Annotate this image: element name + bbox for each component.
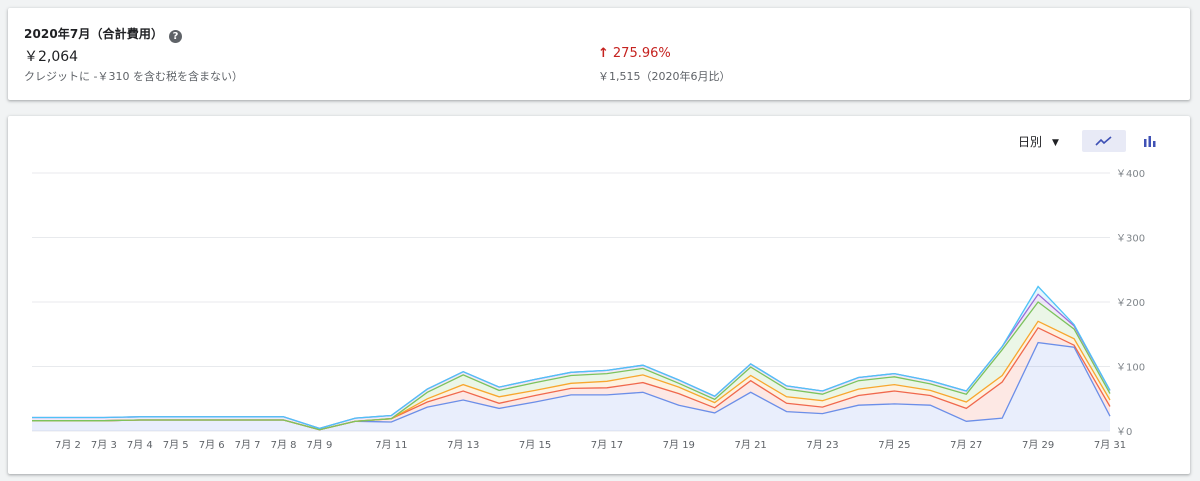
summary-title: 2020年7月（合計費用） <box>24 27 164 41</box>
x-tick-label: 7月 25 <box>878 439 910 451</box>
y-tick-label: ￥300 <box>1116 234 1145 245</box>
x-tick-label: 7月 5 <box>163 439 189 451</box>
x-tick-label: 7月 23 <box>806 439 838 451</box>
y-tick-label: ￥400 <box>1116 169 1145 180</box>
credit-note: クレジットに -￥310 を含む税を含まない） <box>24 70 243 83</box>
x-tick-label: 7月 15 <box>519 439 551 451</box>
summary-title-row: 2020年7月（合計費用）? <box>24 25 183 43</box>
help-icon[interactable]: ? <box>169 30 183 43</box>
series-line <box>32 301 1111 431</box>
caret-down-icon: ▼ <box>1052 138 1059 148</box>
x-tick-label: 7月 7 <box>235 439 261 451</box>
bar-chart-icon <box>1144 136 1156 147</box>
previous-period-compare: ￥1,515（2020年6月比） <box>598 70 731 83</box>
x-tick-label: 7月 4 <box>127 439 153 451</box>
line-chart-icon <box>1095 136 1112 146</box>
x-tick-label: 7月 11 <box>375 439 407 451</box>
change-percent-row: ↑ 275.96% <box>598 46 671 61</box>
bar-chart-button[interactable] <box>1136 130 1164 152</box>
x-tick-label: 7月 6 <box>199 439 225 451</box>
total-amount: ￥2,064 <box>24 49 79 65</box>
change-percent: 275.96% <box>612 46 671 61</box>
x-tick-label: 7月 9 <box>307 439 333 451</box>
x-tick-label: 7月 19 <box>663 439 695 451</box>
x-tick-label: 7月 17 <box>591 439 623 451</box>
series-area <box>32 327 1110 430</box>
x-tick-label: 7月 8 <box>271 439 297 451</box>
cost-summary-card: 2020年7月（合計費用）? ￥2,064 クレジットに -￥310 を含む税を… <box>8 8 1190 100</box>
x-tick-label: 7月 3 <box>91 439 117 451</box>
y-tick-label: ￥100 <box>1116 363 1145 374</box>
period-label: 日別 <box>1018 135 1043 149</box>
series-area <box>32 342 1110 431</box>
arrow-up-icon: ↑ <box>598 46 609 61</box>
period-dropdown[interactable]: 日別 ▼ <box>1018 133 1059 150</box>
series-line <box>32 285 1111 430</box>
line-chart-button[interactable] <box>1082 130 1126 152</box>
chart-card: 日別 ▼ ￥0 ￥100 ￥200 ￥300 ￥400 7月 2 7月 3 7月 4 7月 5 7月… <box>8 116 1190 474</box>
x-tick-label: 7月 13 <box>447 439 479 451</box>
cost-area-chart: ￥0 ￥100 ￥200 ￥300 ￥400 7月 2 7月 3 7月 4 7月 5 7月 6 7月… <box>32 169 1145 451</box>
x-tick-label: 7月 31 <box>1094 439 1126 451</box>
x-tick-label: 7月 2 <box>55 439 81 451</box>
x-tick-label: 7月 21 <box>735 439 767 451</box>
x-tick-label: 7月 29 <box>1022 439 1054 451</box>
y-tick-label: ￥0 <box>1116 427 1132 438</box>
x-tick-label: 7月 27 <box>950 439 982 451</box>
y-tick-label: ￥200 <box>1116 298 1145 309</box>
